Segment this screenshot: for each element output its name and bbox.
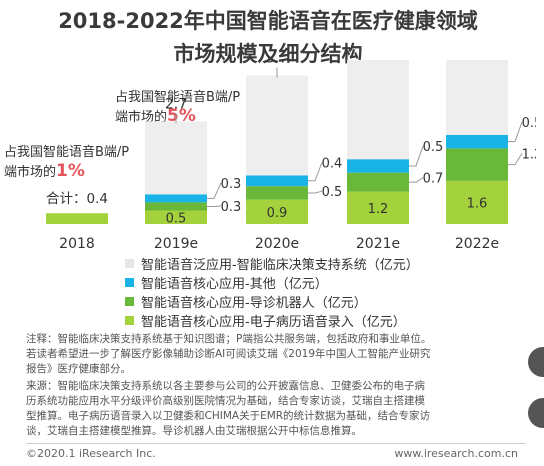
- footer-url: www.iresearch.com.cn: [394, 447, 518, 460]
- legend-swatch-light-green: [125, 315, 134, 325]
- data-label-2020e-s2: 0.4: [322, 156, 343, 171]
- bar-segment-2021e-s0: [347, 191, 409, 224]
- x-tick-labels-group: 2018 2019e 2020e 2021e 2022e: [59, 236, 499, 252]
- bar-segment-2022e-s1: [446, 148, 508, 181]
- bar-segment-2021e-s1: [347, 172, 409, 192]
- stacked-bar-chart: 0.52.70.30.30.93.70.50.41.24.80.70.51.66…: [46, 60, 536, 252]
- total-value: 0.4: [86, 191, 108, 207]
- bar-segment-2020e-s1: [246, 186, 308, 200]
- legend-item-emr-voice: 智能语音核心应用-电子病历语音录入（亿元）: [125, 311, 406, 330]
- leader-line-2020e-s2: [308, 162, 323, 182]
- source-line: 来源：智能临床决策支持系统以各主要参与公司的公开披露信息、卫健委公布的电子病: [26, 380, 425, 392]
- data-label-2022e-s2: 0.5: [522, 116, 536, 131]
- legend-item-other: 智能语音核心应用-其他（亿元）: [125, 273, 328, 292]
- source-line: 谈，艾瑞自主搭建模型推算。导诊机器人由艾瑞根据公开中标信息推算。: [26, 425, 362, 437]
- legend-swatch-dark-green: [125, 296, 134, 306]
- share-annotation-2019-line1: 占我国智能语音B端/P: [115, 90, 241, 105]
- bar-segment-2021e-s2: [347, 159, 409, 173]
- share-annotation-2019-pct: 5%: [167, 106, 196, 126]
- footer-copyright: ©2020.1 iResearch Inc.: [26, 447, 156, 460]
- bar-segment-2021e-s3: [347, 60, 409, 160]
- legend-label-guide-robot: 智能语音核心应用-导诊机器人（亿元）: [141, 295, 367, 311]
- data-label-2021e-s0: 1.2: [368, 202, 389, 217]
- data-label-2021e-s1: 0.7: [423, 172, 444, 187]
- legend-label-other: 智能语音核心应用-其他（亿元）: [141, 276, 328, 292]
- data-labels-group: 0.52.70.30.30.93.70.50.41.24.80.70.51.66…: [165, 60, 536, 226]
- source-block: 来源：智能临床决策支持系统以各主要参与公司的公开披露信息、卫健委公布的电子病 历…: [26, 379, 526, 439]
- share-annotation-2018-pct: 1%: [56, 161, 85, 181]
- note-line: 注释：智能临床决策支持系统基于知识图谱；P端指公共服务端，包括政府和事业单位。: [26, 333, 432, 345]
- x-tick-2021e: 2021e: [356, 236, 400, 252]
- x-tick-2020e: 2020e: [255, 236, 299, 252]
- data-label-2020e-s0: 0.9: [267, 206, 288, 221]
- data-label-2019e-s1: 0.3: [221, 200, 242, 215]
- leader-line-2019e-s2: [207, 182, 222, 199]
- leader-line-2020e-s1: [308, 190, 323, 194]
- chart-title: 2018-2022年中国智能语音在医疗健康领域: [58, 9, 478, 33]
- chart-subtitle: 市场规模及细分结构: [173, 42, 363, 66]
- leader-line-2022e-s1: [508, 153, 523, 166]
- data-label-2019e-s2: 0.3: [221, 177, 242, 192]
- bar-segment-2022e-s3: [446, 60, 508, 135]
- share-annotation-2019: 占我国智能语音B端/P 端市场的5%: [115, 88, 240, 127]
- bar-segment-2019e-s0: [145, 210, 207, 224]
- bar-segment-2018-s0: [46, 213, 108, 224]
- total-prefix: 合计：: [46, 191, 87, 207]
- share-annotation-2018-line1: 占我国智能语音B端/P: [4, 145, 130, 160]
- share-annotation-2019-line2: 端市场的: [115, 110, 168, 125]
- bar-segment-2019e-s3: [145, 121, 207, 195]
- x-tick-2018: 2018: [59, 236, 95, 252]
- data-label-2019e-s3: 2.7: [165, 96, 187, 112]
- data-label-2020e-s1: 0.5: [322, 185, 343, 200]
- legend-label-emr-voice: 智能语音核心应用-电子病历语音录入（亿元）: [141, 314, 406, 330]
- data-label-2022e-s1: 1.2: [522, 147, 536, 162]
- legend-swatch-blue: [125, 277, 134, 287]
- source-line: 型推算。电子病历语音录入以卫健委和CHIMA关于EMR的统计数据为基础，结合专家…: [26, 410, 431, 422]
- source-line: 历系统功能应用水平分级评价高级别医院情况为基础，结合专家访谈，艾瑞自主搭建模: [26, 395, 425, 407]
- note-block: 注释：智能临床决策支持系统基于知识图谱；P端指公共服务端，包括政府和事业单位。 …: [26, 332, 526, 377]
- legend-label-cds: 智能语音泛应用-智能临床决策支持系统（亿元）: [141, 257, 419, 273]
- bars-group: [46, 60, 508, 224]
- x-tick-2019e: 2019e: [154, 236, 198, 252]
- bar-segment-2019e-s1: [145, 202, 207, 211]
- data-label-2019e-s0: 0.5: [166, 211, 187, 226]
- leader-line-2022e-s2: [508, 121, 523, 143]
- share-annotation-2018: 占我国智能语音B端/P 端市场的1%: [4, 143, 129, 182]
- leader-line-2021e-s2: [409, 146, 424, 167]
- share-annotation-2018-line2: 端市场的: [4, 165, 57, 180]
- nav-circle-button-up[interactable]: [528, 347, 544, 377]
- total-2018-annotation: 合计：0.4: [46, 190, 108, 209]
- leader-line-2021e-s1: [409, 177, 424, 183]
- footer-divider: [26, 443, 526, 444]
- bar-segment-2022e-s0: [446, 180, 508, 224]
- bar-segment-2020e-s0: [246, 199, 308, 224]
- legend-swatch-gray: [125, 258, 134, 268]
- bar-segment-2020e-s3: [246, 75, 308, 176]
- data-label-2021e-s2: 0.5: [423, 140, 444, 155]
- bar-segment-2020e-s2: [246, 175, 308, 187]
- note-line: 若读者希望进一步了解医疗影像辅助诊断AI可阅读艾瑞《2019年中国人工智能产业研…: [26, 348, 431, 360]
- nav-circle-button-down[interactable]: [528, 398, 544, 428]
- note-line: 报告》医疗健康部分。: [26, 363, 131, 375]
- data-label-2022e-s0: 1.6: [467, 196, 488, 211]
- bar-segment-2022e-s2: [446, 134, 508, 149]
- bar-segment-2019e-s2: [145, 194, 207, 203]
- legend-item-cds: 智能语音泛应用-智能临床决策支持系统（亿元）: [125, 254, 419, 273]
- x-tick-2022e: 2022e: [455, 236, 499, 252]
- legend-item-guide-robot: 智能语音核心应用-导诊机器人（亿元）: [125, 292, 367, 311]
- data-label-2020e-s3: 3.7: [266, 60, 288, 67]
